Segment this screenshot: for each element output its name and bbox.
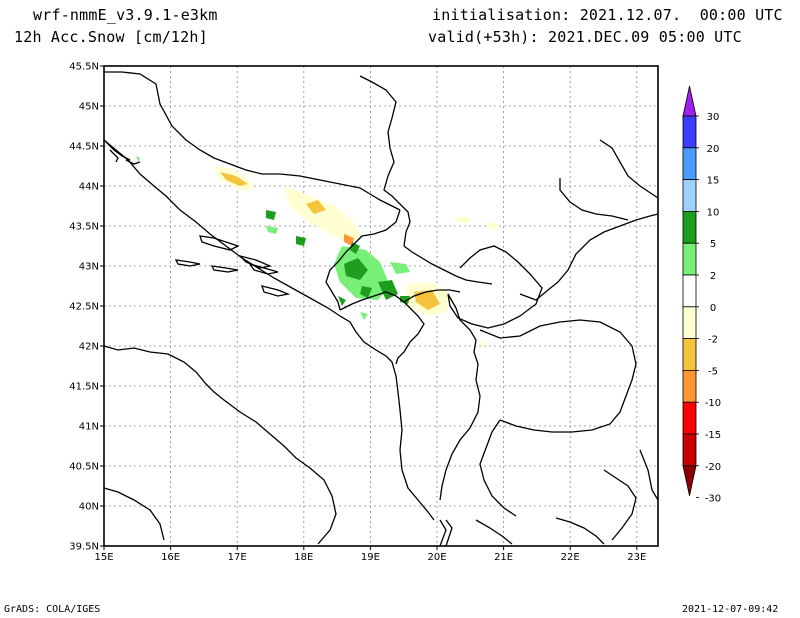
lat-tick-label: 41N [79,422,99,433]
init-time-label: initialisation: 2021.12.07. 00:00 UTC [432,6,783,24]
lat-tick-label: 44.5N [69,142,99,153]
grads-credit: GrADS: COLA/IGES [4,604,101,615]
lat-tick-label: 44N [79,182,99,193]
lat-tick-label: 41.5N [69,382,99,393]
colorbar-label: -2 [708,335,718,346]
colorbar-label: -20 [705,462,721,473]
colorbar-swatch [682,210,697,244]
lon-tick-label: 17E [228,552,247,563]
colorbar-swatch [682,306,697,339]
snow-shading [136,156,498,348]
colorbar-swatch [682,274,697,308]
lon-tick-label: 23E [627,552,646,563]
lon-tick-label: 20E [427,552,446,563]
colorbar-swatch [682,369,697,403]
colorbar-label: 0 [710,303,716,314]
lon-tick-label: 16E [161,552,180,563]
lon-tick-label: 18E [294,552,313,563]
map-grid [104,66,658,546]
colorbar-label: 2 [710,271,716,282]
render-timestamp: 2021-12-07-09:42 [682,604,779,615]
lat-tick-label: 40N [79,502,99,513]
field-label: 12h Acc.Snow [cm/12h] [14,28,208,46]
lon-tick-label: 15E [94,552,113,563]
lat-tick-label: 43.5N [69,222,99,233]
colorbar-swatch [682,401,697,435]
lon-tick-label: 21E [494,552,513,563]
lat-tick-label: 42N [79,342,99,353]
colorbar-swatch [682,242,697,276]
lon-axis: 15E 16E 17E 18E 19E 20E 21E 22E 23E [94,546,646,563]
colorbar-label: 30 [707,112,720,123]
colorbar-label: -30 [705,494,721,505]
colorbar-swatch [682,179,697,212]
lat-tick-label: 45N [79,102,99,113]
lat-tick-label: 42.5N [69,302,99,313]
lat-axis: 45.5N 45N 44.5N 44N 43.5N 43N 42.5N 42N 41.5N 41N… [69,62,104,553]
colorbar-label: -15 [705,430,721,441]
lat-tick-label: 39.5N [69,542,99,553]
colorbar-label: 10 [707,207,720,218]
colorbar-bottom-arrow [682,465,697,496]
valid-time-label: valid(+53h): 2021.DEC.09 05:00 UTC [428,28,742,46]
colorbar-swatch [682,338,697,371]
lat-tick-label: 45.5N [69,62,99,73]
colorbar-swatch [682,115,697,149]
lat-tick-label: 43N [79,262,99,273]
colorbar-label: -5 [708,366,718,377]
lon-tick-label: 22E [561,552,580,563]
colorbar-swatch [682,147,697,181]
colorbar-swatch [682,433,697,467]
colorbar-top-arrow [682,85,697,117]
colorbar-label: 20 [707,144,720,155]
colorbar-label: 5 [710,239,716,250]
lon-tick-label: 19E [361,552,380,563]
coastlines-and-borders [103,71,659,547]
colorbar-label: -10 [705,398,721,409]
lat-tick-label: 40.5N [69,462,99,473]
colorbar-label: 15 [707,176,720,187]
model-label: wrf-nmmE_v3.9.1-e3km [33,6,218,24]
